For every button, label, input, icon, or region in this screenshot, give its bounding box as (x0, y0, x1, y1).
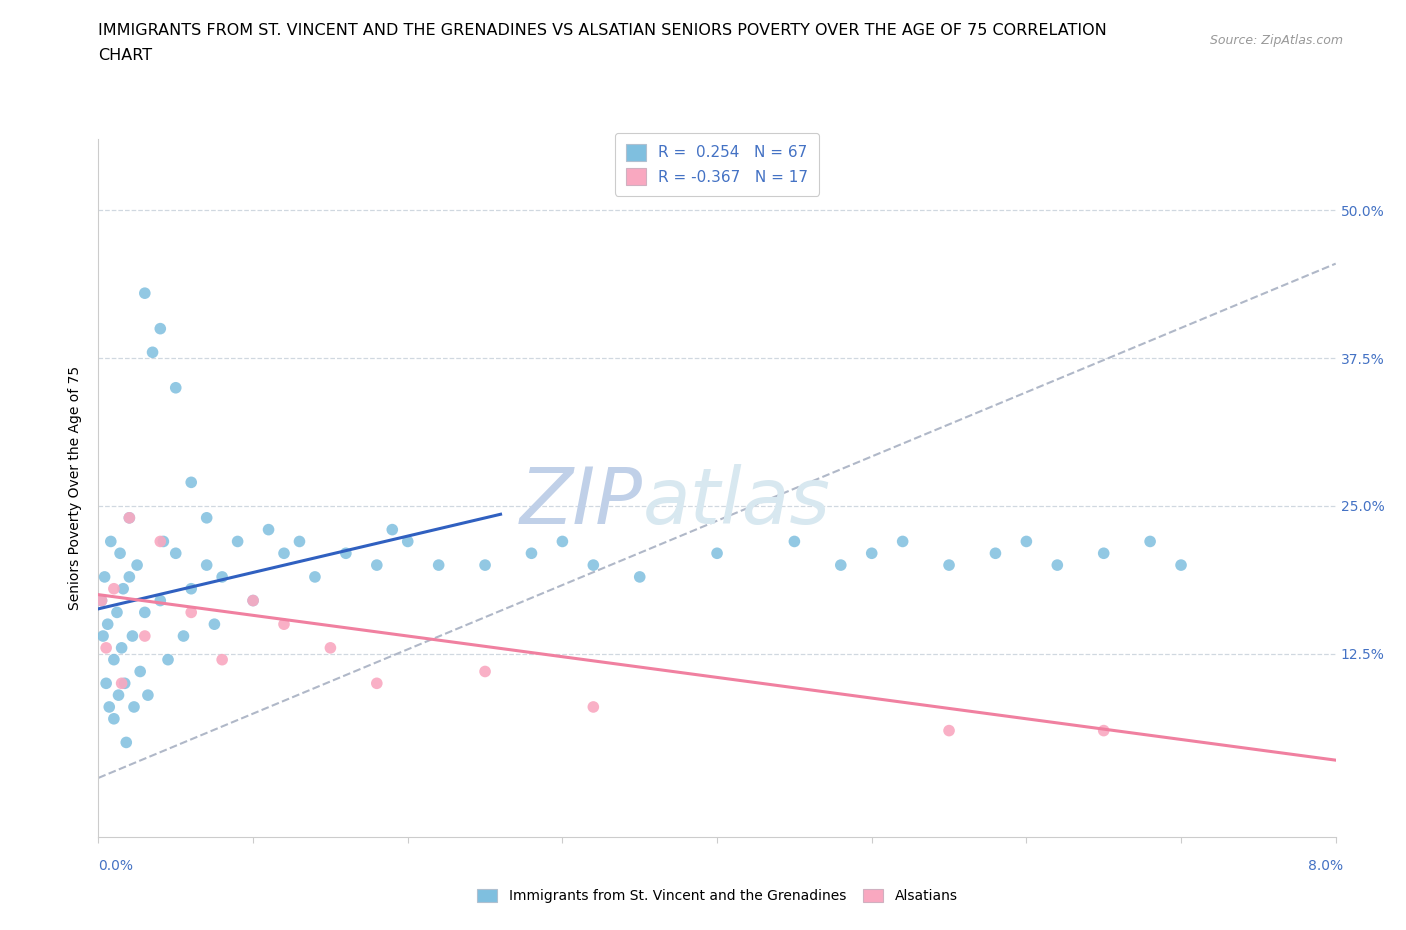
Point (195, 558, 218, 573)
Point (152, 534, 174, 549)
Point (195, 511, 218, 525)
Point (891, 534, 914, 549)
Point (1092, 546, 1115, 561)
Text: Source: ZipAtlas.com: Source: ZipAtlas.com (1209, 34, 1343, 47)
Y-axis label: Seniors Poverty Over the Age of 75: Seniors Poverty Over the Age of 75 (69, 366, 83, 610)
Text: IMMIGRANTS FROM ST. VINCENT AND THE GRENADINES VS ALSATIAN SENIORS POVERTY OVER : IMMIGRANTS FROM ST. VINCENT AND THE GREN… (98, 23, 1107, 38)
Point (122, 699, 145, 714)
Point (551, 534, 574, 549)
Text: atlas: atlas (643, 464, 831, 540)
Point (628, 569, 651, 584)
Point (165, 546, 187, 561)
Point (111, 641, 134, 656)
Point (136, 687, 159, 702)
Point (149, 534, 172, 549)
Point (381, 522, 404, 537)
Point (273, 617, 295, 631)
Point (149, 593, 172, 608)
Point (1139, 534, 1161, 549)
Point (582, 699, 605, 714)
Point (111, 676, 134, 691)
Point (366, 558, 388, 573)
Point (180, 581, 202, 596)
Point (582, 558, 605, 573)
Point (180, 604, 202, 619)
Point (108, 546, 131, 561)
Point (91, 629, 114, 644)
Point (112, 581, 135, 596)
Legend: Immigrants from St. Vincent and the Grenadines, Alsatians: Immigrants from St. Vincent and the Gren… (470, 882, 965, 910)
Point (427, 558, 450, 573)
Point (98, 699, 121, 714)
Point (304, 569, 326, 584)
Point (157, 652, 180, 667)
Point (1015, 534, 1038, 549)
Point (121, 629, 143, 644)
Point (97, 617, 120, 631)
Point (706, 546, 728, 561)
Point (103, 711, 125, 726)
Point (860, 546, 883, 561)
Point (396, 534, 419, 549)
Point (1046, 558, 1069, 573)
Point (938, 558, 960, 573)
Point (165, 380, 187, 395)
Point (107, 687, 129, 702)
Point (105, 604, 128, 619)
Point (115, 735, 138, 750)
Point (830, 558, 852, 573)
Text: ZIP: ZIP (520, 464, 643, 540)
Point (103, 581, 125, 596)
Point (242, 593, 264, 608)
Point (93, 569, 115, 584)
Point (118, 511, 141, 525)
Point (134, 286, 156, 300)
Point (242, 593, 264, 608)
Point (257, 522, 280, 537)
Text: 8.0%: 8.0% (1308, 858, 1343, 872)
Point (114, 676, 136, 691)
Point (984, 546, 1007, 561)
Point (938, 724, 960, 738)
Point (118, 511, 141, 525)
Point (335, 546, 357, 561)
Point (226, 534, 249, 549)
Point (288, 534, 311, 549)
Point (100, 534, 122, 549)
Point (366, 676, 388, 691)
Point (90, 593, 112, 608)
Point (129, 664, 152, 679)
Point (127, 558, 149, 573)
Point (134, 629, 156, 644)
Point (103, 652, 125, 667)
Point (180, 475, 202, 490)
Point (783, 534, 806, 549)
Point (96, 641, 118, 656)
Point (319, 641, 342, 656)
Point (520, 546, 543, 561)
Point (273, 546, 295, 561)
Point (1170, 558, 1192, 573)
Point (96, 676, 118, 691)
Text: 0.0%: 0.0% (98, 858, 134, 872)
Point (134, 604, 156, 619)
Point (149, 321, 172, 336)
Text: CHART: CHART (98, 48, 152, 63)
Point (1092, 724, 1115, 738)
Point (172, 629, 194, 644)
Point (204, 617, 226, 631)
Point (90, 593, 112, 608)
Point (211, 652, 233, 667)
Point (474, 664, 496, 679)
Point (211, 569, 233, 584)
Point (118, 569, 141, 584)
Point (474, 558, 496, 573)
Point (142, 345, 165, 360)
